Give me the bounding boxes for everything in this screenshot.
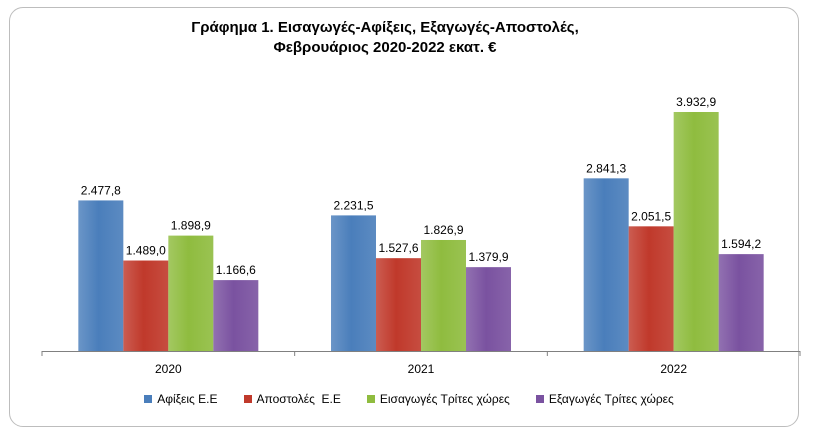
legend-item-2: Εισαγωγές Τρίτες χώρες <box>366 392 510 406</box>
x-tick-label-2021: 2021 <box>408 362 435 376</box>
bar-2021-series-0 <box>331 215 376 351</box>
bar-2021-series-2 <box>421 239 466 351</box>
x-tick-label-2020: 2020 <box>155 362 182 376</box>
legend-swatch-2 <box>366 395 375 403</box>
data-label-2021-series-1: 1.527,6 <box>378 241 418 255</box>
data-label-2020-series-2: 1.898,9 <box>171 219 211 233</box>
legend-label-3: Εξαγωγές Τρίτες χώρες <box>548 392 674 406</box>
data-label-2020-series-1: 1.489,0 <box>126 244 166 258</box>
legend-swatch-1 <box>243 395 252 403</box>
bar-2022-series-2 <box>673 112 719 351</box>
legend-swatch-3 <box>535 395 544 403</box>
legend-item-1: Αποστολές Ε.Ε <box>243 392 341 406</box>
bar-2021-series-3 <box>466 267 511 351</box>
chart-title-line-1: Γράφημα 1. Εισαγωγές-Αφίξεις, Εξαγωγές-Α… <box>191 19 579 36</box>
bar-2021-series-1 <box>376 258 421 351</box>
data-label-2021-series-0: 2.231,5 <box>333 198 373 212</box>
data-label-2020-series-3: 1.166,6 <box>216 263 256 277</box>
legend-label-0: Αφίξεις Ε.Ε <box>157 392 218 406</box>
chart-title: Γράφημα 1. Εισαγωγές-Αφίξεις, Εξαγωγές-Α… <box>0 18 770 58</box>
chart-frame <box>9 7 799 427</box>
legend-label-2: Εισαγωγές Τρίτες χώρες <box>379 392 510 406</box>
legend-item-3: Εξαγωγές Τρίτες χώρες <box>535 392 674 406</box>
x-tick-label-2022: 2022 <box>660 362 687 376</box>
bar-2022-series-3 <box>718 254 764 351</box>
data-label-2022-series-0: 2.841,3 <box>586 161 626 175</box>
bar-2020-series-3 <box>213 280 259 351</box>
bar-2020-series-1 <box>123 260 169 351</box>
data-label-2021-series-3: 1.379,9 <box>468 250 508 264</box>
data-label-2022-series-2: 3.932,9 <box>676 95 716 109</box>
legend-swatch-0 <box>144 395 153 403</box>
data-label-2021-series-2: 1.826,9 <box>423 223 463 237</box>
bar-2020-series-2 <box>168 235 214 351</box>
legend-item-0: Αφίξεις Ε.Ε <box>144 392 218 406</box>
bar-2022-series-0 <box>583 178 629 351</box>
bar-2020-series-0 <box>78 200 124 351</box>
bar-2022-series-1 <box>628 226 674 351</box>
data-label-2020-series-0: 2.477,8 <box>81 183 121 197</box>
chart-title-line-2: Φεβρουάριος 2020-2022 εκατ. € <box>273 39 497 56</box>
data-label-2022-series-1: 2.051,5 <box>631 209 671 223</box>
chart-legend: Αφίξεις Ε.Ε Αποστολές Ε.Ε Εισαγωγές Τρίτες… <box>0 390 818 408</box>
legend-label-1: Αποστολές Ε.Ε <box>256 392 341 406</box>
data-label-2022-series-3: 1.594,2 <box>721 237 761 251</box>
